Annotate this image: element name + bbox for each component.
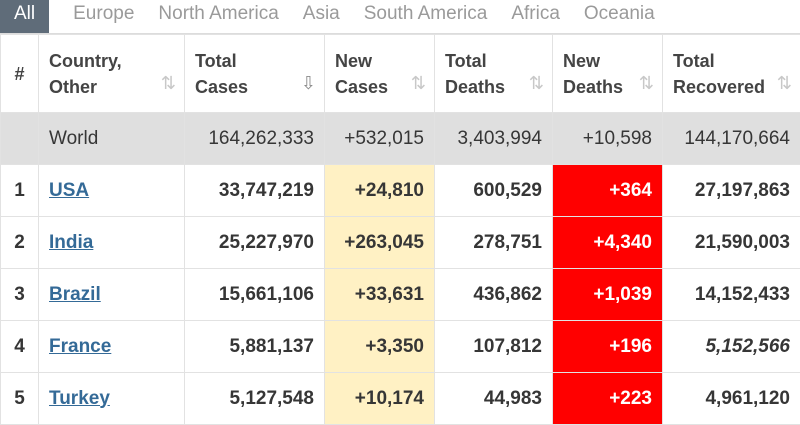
row-new-cases: +10,174 [325,373,435,425]
header-total-cases-line2: Cases [195,77,248,97]
header-new-deaths-line2: Deaths [563,77,623,97]
row-index: 1 [1,165,39,217]
table-row: 2 India 25,227,970 +263,045 278,751 +4,3… [1,217,800,269]
row-total-cases: 33,747,219 [185,165,325,217]
row-new-deaths: +196 [553,321,663,373]
sort-icon[interactable]: ⇅ [777,70,792,96]
table-header-row: # Country, Other ⇅ Total Cases ⇩ New Cas… [1,35,800,113]
sort-icon[interactable]: ⇅ [161,70,176,96]
header-new-cases-line2: Cases [335,77,388,97]
world-new-cases: +532,015 [325,113,435,165]
row-total-recovered: 27,197,863 [663,165,800,217]
row-total-recovered: 4,961,120 [663,373,800,425]
country-link-india[interactable]: India [49,232,93,253]
tab-europe[interactable]: Europe [61,1,146,33]
row-total-recovered: 5,152,566 [663,321,800,373]
header-total-cases-line1: Total [195,51,237,71]
header-total-recovered-line2: Recovered [673,77,765,97]
row-new-deaths: +223 [553,373,663,425]
row-total-cases: 5,881,137 [185,321,325,373]
row-total-deaths: 436,862 [435,269,553,321]
header-total-recovered[interactable]: Total Recovered ⇅ [663,35,800,113]
world-total-recovered: 144,170,664 [663,113,800,165]
row-country: India [39,217,185,269]
header-new-cases-line1: New [335,51,372,71]
world-total-cases: 164,262,333 [185,113,325,165]
tab-oceania[interactable]: Oceania [572,1,667,33]
header-total-cases[interactable]: Total Cases ⇩ [185,35,325,113]
world-index [1,113,39,165]
row-index: 3 [1,269,39,321]
table-row: 1 USA 33,747,219 +24,810 600,529 +364 27… [1,165,800,217]
row-new-cases: +33,631 [325,269,435,321]
tab-all[interactable]: All [0,0,49,33]
header-new-deaths[interactable]: New Deaths ⇅ [553,35,663,113]
region-tabs: All Europe North America Asia South Amer… [0,0,800,34]
row-new-deaths: +364 [553,165,663,217]
header-country[interactable]: Country, Other ⇅ [39,35,185,113]
row-country: Turkey [39,373,185,425]
header-new-cases[interactable]: New Cases ⇅ [325,35,435,113]
row-total-deaths: 278,751 [435,217,553,269]
tab-asia[interactable]: Asia [291,1,352,33]
world-new-deaths: +10,598 [553,113,663,165]
row-total-recovered: 21,590,003 [663,217,800,269]
row-new-cases: +3,350 [325,321,435,373]
row-country: USA [39,165,185,217]
tab-africa[interactable]: Africa [499,1,572,33]
row-country: Brazil [39,269,185,321]
header-index: # [1,35,39,113]
row-new-deaths: +1,039 [553,269,663,321]
header-total-deaths[interactable]: Total Deaths ⇅ [435,35,553,113]
header-total-deaths-line1: Total [445,51,487,71]
header-country-line1: Country, [49,51,122,71]
row-index: 2 [1,217,39,269]
country-link-usa[interactable]: USA [49,180,89,201]
table-row: 5 Turkey 5,127,548 +10,174 44,983 +223 4… [1,373,800,425]
country-link-brazil[interactable]: Brazil [49,284,101,305]
header-new-deaths-line1: New [563,51,600,71]
country-link-turkey[interactable]: Turkey [49,388,110,409]
row-new-cases: +24,810 [325,165,435,217]
table-row: 4 France 5,881,137 +3,350 107,812 +196 5… [1,321,800,373]
row-country: France [39,321,185,373]
row-total-cases: 15,661,106 [185,269,325,321]
sort-icon[interactable]: ⇅ [639,70,654,96]
row-total-deaths: 600,529 [435,165,553,217]
sort-icon[interactable]: ⇅ [529,70,544,96]
row-total-cases: 5,127,548 [185,373,325,425]
row-total-deaths: 44,983 [435,373,553,425]
row-new-deaths: +4,340 [553,217,663,269]
header-total-recovered-line1: Total [673,51,715,71]
covid-stats-table: # Country, Other ⇅ Total Cases ⇩ New Cas… [0,34,800,425]
tab-north-america[interactable]: North America [146,1,290,33]
world-country: World [39,113,185,165]
sort-icon[interactable]: ⇅ [411,70,426,96]
row-total-deaths: 107,812 [435,321,553,373]
header-total-deaths-line2: Deaths [445,77,505,97]
tab-south-america[interactable]: South America [352,1,500,33]
sort-desc-icon[interactable]: ⇩ [301,70,316,96]
world-row: World 164,262,333 +532,015 3,403,994 +10… [1,113,800,165]
table-row: 3 Brazil 15,661,106 +33,631 436,862 +1,0… [1,269,800,321]
country-link-france[interactable]: France [49,336,111,357]
row-index: 5 [1,373,39,425]
row-total-recovered: 14,152,433 [663,269,800,321]
header-country-line2: Other [49,77,97,97]
row-new-cases: +263,045 [325,217,435,269]
row-total-cases: 25,227,970 [185,217,325,269]
row-index: 4 [1,321,39,373]
world-total-deaths: 3,403,994 [435,113,553,165]
